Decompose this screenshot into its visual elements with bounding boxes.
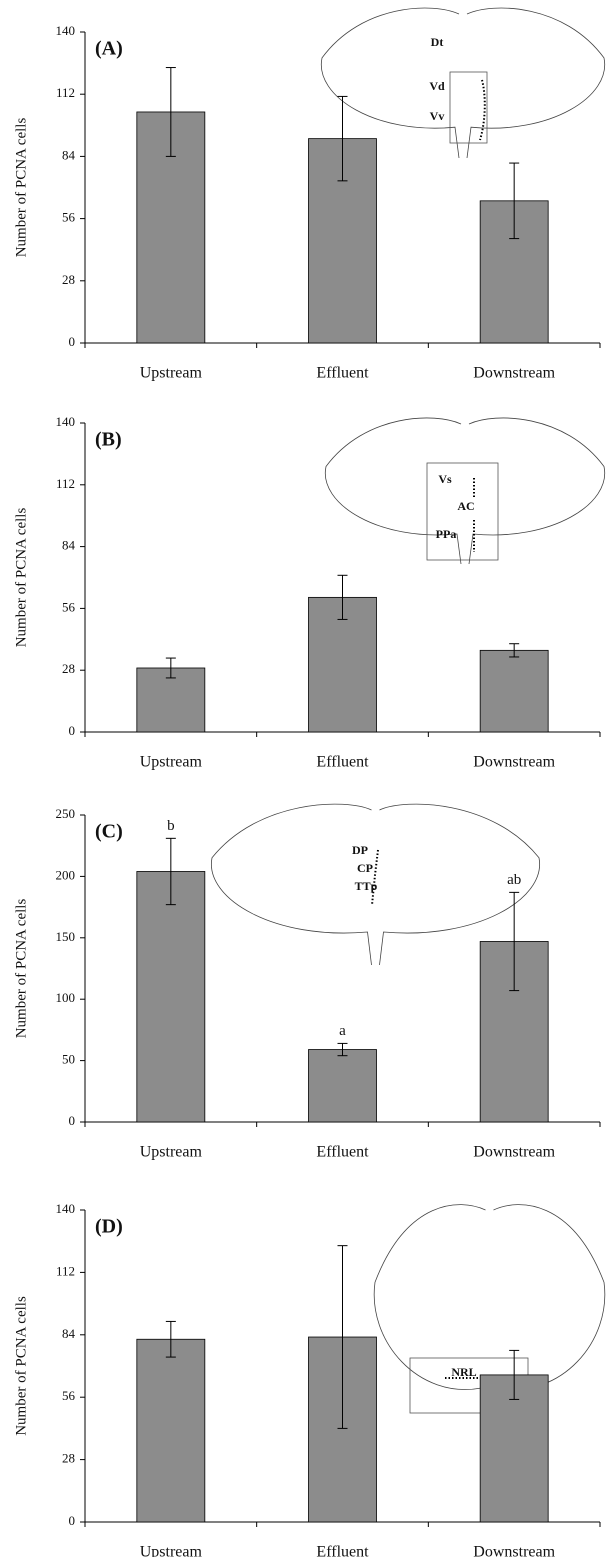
inset-label: Dt xyxy=(431,35,444,49)
inset-label: Vv xyxy=(430,109,445,123)
figure: Dt Vd Vv 0 28 56 84 112 140 Number of PCNA cells (… xyxy=(0,0,616,1557)
y-tick-label: 0 xyxy=(69,1113,76,1128)
y-axis-label: Number of PCNA cells xyxy=(13,118,29,258)
y-tick-label: 140 xyxy=(56,414,76,429)
inset-outline xyxy=(325,418,604,564)
y-tick-label: 150 xyxy=(56,929,76,944)
inset-label: NRL xyxy=(451,1365,476,1379)
y-tick-label: 0 xyxy=(69,723,76,738)
x-tick-label: Downstream xyxy=(473,754,555,771)
x-tick-label: Effluent xyxy=(316,1544,369,1557)
y-tick-label: 112 xyxy=(56,1263,75,1278)
panel-label: (B) xyxy=(95,429,122,451)
y-tick-label: 200 xyxy=(56,867,76,882)
y-tick-label: 56 xyxy=(62,1388,76,1403)
inset-outline xyxy=(321,8,604,158)
inset-label: Vd xyxy=(429,79,445,93)
x-tick-label: Effluent xyxy=(316,1144,369,1161)
y-tick-label: 112 xyxy=(56,85,75,100)
bar xyxy=(480,650,548,732)
inset-label: DP xyxy=(352,843,368,857)
significance-label: ab xyxy=(507,872,521,888)
inset-label: PPa xyxy=(436,527,457,541)
x-tick-label: Upstream xyxy=(140,1144,203,1161)
panel-label: (C) xyxy=(95,821,123,843)
bar xyxy=(137,871,205,1122)
y-tick-label: 84 xyxy=(62,538,76,553)
bar xyxy=(309,1050,377,1122)
inset-dots xyxy=(372,850,378,905)
y-axis-label: Number of PCNA cells xyxy=(13,899,29,1039)
y-axis-label: Number of PCNA cells xyxy=(13,508,29,648)
y-tick-label: 0 xyxy=(69,334,76,349)
bar xyxy=(137,1339,205,1522)
y-tick-label: 100 xyxy=(56,990,76,1005)
y-tick-label: 140 xyxy=(56,23,76,38)
x-tick-label: Downstream xyxy=(473,365,555,382)
inset-label: TTp xyxy=(355,879,378,893)
y-axis-label: Number of PCNA cells xyxy=(13,1296,29,1436)
x-tick-label: Effluent xyxy=(316,365,369,382)
y-tick-label: 50 xyxy=(62,1052,75,1067)
y-tick-label: 28 xyxy=(62,1451,75,1466)
panel-label: (D) xyxy=(95,1216,123,1238)
y-tick-label: 56 xyxy=(62,210,76,225)
y-tick-label: 56 xyxy=(62,599,76,614)
significance-label: b xyxy=(167,818,175,834)
inset-label: CP xyxy=(357,861,373,875)
y-tick-label: 28 xyxy=(62,661,75,676)
x-tick-label: Effluent xyxy=(316,754,369,771)
inset-dots xyxy=(480,80,485,140)
y-tick-label: 0 xyxy=(69,1513,76,1528)
y-tick-label: 250 xyxy=(56,806,76,821)
x-tick-label: Downstream xyxy=(473,1544,555,1557)
y-tick-label: 84 xyxy=(62,1326,76,1341)
y-tick-label: 84 xyxy=(62,147,76,162)
significance-label: a xyxy=(339,1023,346,1039)
inset-label: AC xyxy=(457,499,474,513)
x-tick-label: Downstream xyxy=(473,1144,555,1161)
x-tick-label: Upstream xyxy=(140,1544,203,1557)
panel-label: (A) xyxy=(95,38,123,60)
x-tick-label: Upstream xyxy=(140,754,203,771)
y-tick-label: 112 xyxy=(56,476,75,491)
y-tick-label: 28 xyxy=(62,272,75,287)
y-tick-label: 140 xyxy=(56,1201,76,1216)
x-tick-label: Upstream xyxy=(140,365,203,382)
inset-label: Vs xyxy=(438,472,452,486)
